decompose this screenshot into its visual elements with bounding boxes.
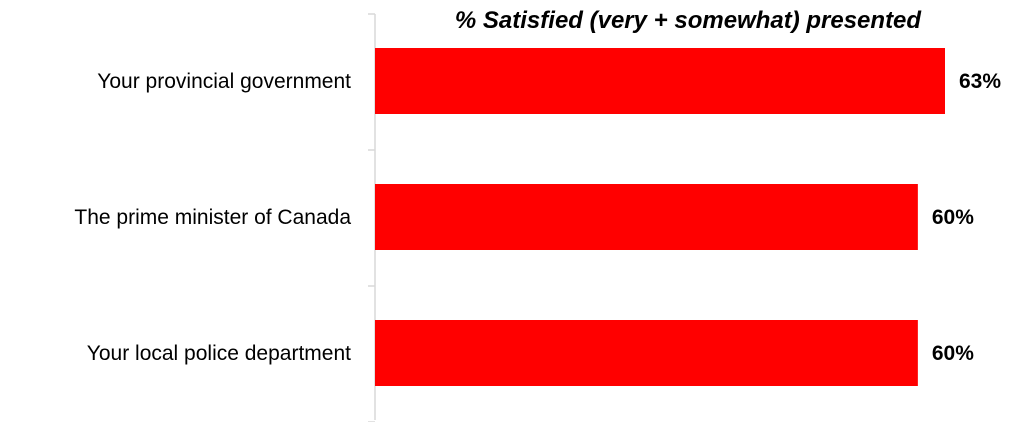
bars-group <box>375 48 945 386</box>
data-label: 60% <box>932 342 974 365</box>
data-label: 60% <box>932 206 974 229</box>
bar <box>375 48 945 114</box>
category-label: Your local police department <box>87 342 351 365</box>
category-label: Your provincial government <box>97 70 351 93</box>
bar <box>375 184 918 250</box>
bar <box>375 320 918 386</box>
category-axis <box>368 13 376 422</box>
data-label: 63% <box>959 70 1001 93</box>
labels-group: Your provincial government 63% The prime m… <box>74 70 1001 365</box>
chart-title: % Satisfied (very + somewhat) presented <box>455 7 923 34</box>
category-label: The prime minister of Canada <box>74 206 351 229</box>
